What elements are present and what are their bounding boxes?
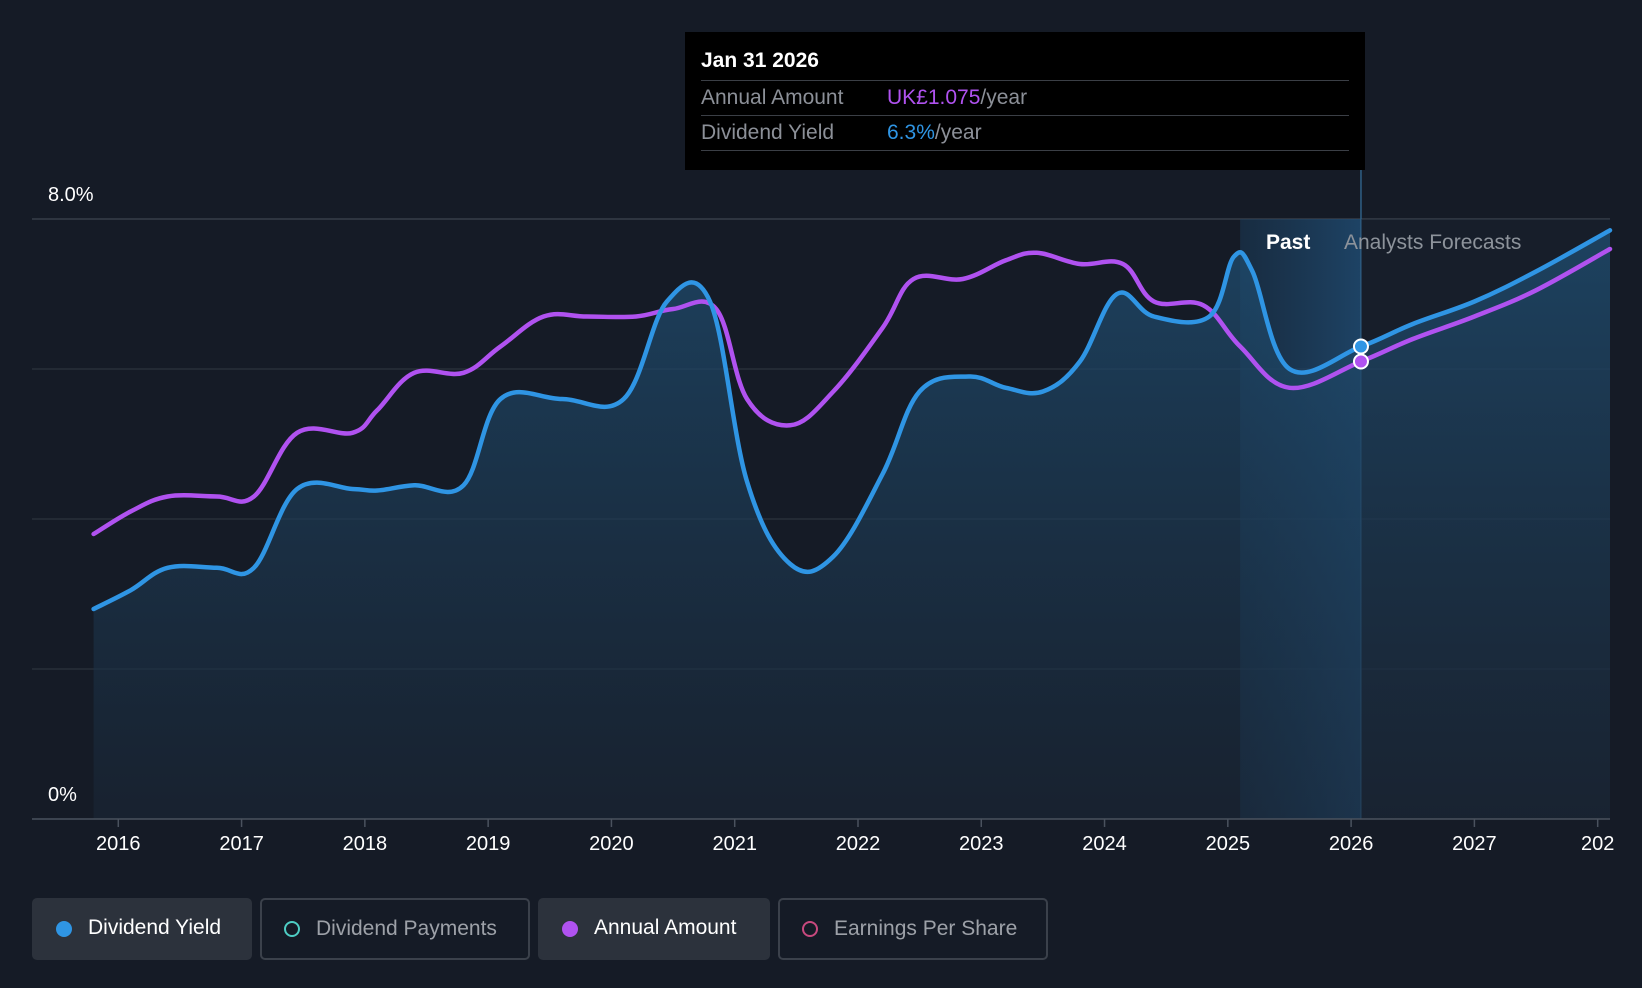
legend-annual-amount[interactable]: Annual Amount <box>538 898 770 960</box>
x-tick-label: 2022 <box>836 833 881 855</box>
legend-dividend-yield[interactable]: Dividend Yield <box>32 898 252 960</box>
tooltip-annual-row: Annual Amount UK£1.075/year <box>701 80 1349 115</box>
tooltip-yield-label: Dividend Yield <box>701 121 835 144</box>
x-tick-label: 2016 <box>96 833 141 855</box>
tooltip-date: Jan 31 2026 <box>701 49 819 72</box>
x-tick-label: 202 <box>1581 833 1614 855</box>
x-tick-label: 2021 <box>712 833 757 855</box>
past-label: Past <box>1266 231 1310 254</box>
tooltip-yield-value: 6.3% <box>887 121 935 144</box>
legend-label: Dividend Payments <box>316 917 497 940</box>
legend-label: Earnings Per Share <box>834 917 1018 940</box>
chart-tooltip: Jan 31 2026 Annual Amount UK£1.075/year … <box>685 32 1365 170</box>
x-tick-label: 2018 <box>343 833 388 855</box>
legend-ring-icon <box>802 921 818 937</box>
yield-area-fill <box>93 230 1611 820</box>
legend-dividend-payments[interactable]: Dividend Payments <box>260 898 530 960</box>
marker-dividend-yield <box>1352 338 1369 355</box>
tooltip-annual-value-wrap: UK£1.075/year <box>887 81 1027 115</box>
y-tick-label-bottom: 0% <box>48 784 77 806</box>
tooltip-annual-unit: /year <box>980 86 1028 109</box>
x-tick-label: 2017 <box>219 833 264 855</box>
marker-annual-amount <box>1352 353 1369 370</box>
x-tick-label: 2026 <box>1329 833 1374 855</box>
series-line-annual-amount <box>91 246 1613 537</box>
tooltip-yield-value-wrap: 6.3%/year <box>887 116 982 150</box>
tooltip-yield-unit: /year <box>934 121 982 144</box>
tooltip-yield-row: Dividend Yield 6.3%/year <box>701 115 1349 151</box>
series-lines <box>91 228 1613 612</box>
x-tick-label: 2024 <box>1082 833 1127 855</box>
x-tick-label: 2025 <box>1206 833 1251 855</box>
legend-ring-icon <box>284 921 300 937</box>
legend-dot-icon <box>562 921 578 937</box>
legend-dot-icon <box>56 921 72 937</box>
tooltip-annual-value: UK£1.075 <box>887 86 981 109</box>
yield-area <box>93 230 1611 820</box>
y-tick-label-top: 8.0% <box>48 184 94 206</box>
series-line-dividend-yield <box>91 228 1613 612</box>
legend-earnings-per-share[interactable]: Earnings Per Share <box>778 898 1048 960</box>
x-tick-label: 2020 <box>589 833 634 855</box>
x-tick-label: 2023 <box>959 833 1004 855</box>
legend-label: Annual Amount <box>594 916 737 939</box>
forecast-label: Analysts Forecasts <box>1344 231 1521 254</box>
x-tick-label: 2027 <box>1452 833 1497 855</box>
axes: 2016 2017 2018 2019 2020 2021 2022 2023 2024 2025… <box>32 818 1614 855</box>
selection-markers <box>1352 338 1369 370</box>
x-tick-label: 2019 <box>466 833 511 855</box>
legend-label: Dividend Yield <box>88 916 222 939</box>
tooltip-annual-label: Annual Amount <box>701 86 844 109</box>
